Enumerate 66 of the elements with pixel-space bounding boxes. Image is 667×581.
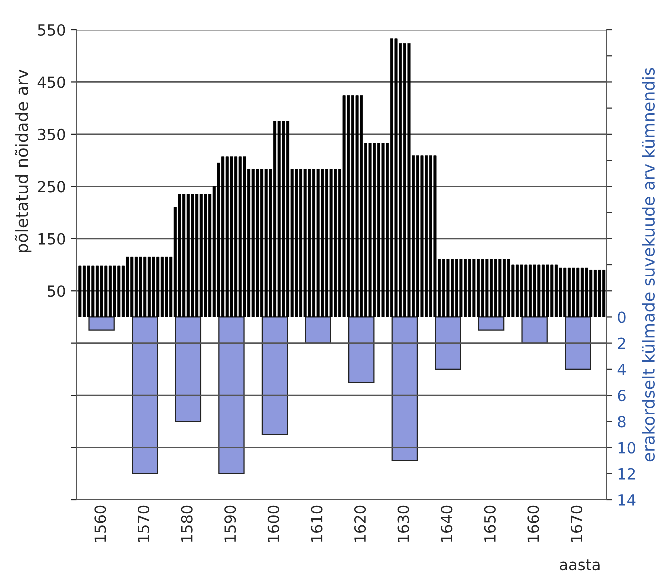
x-tick-label: 1630 xyxy=(398,506,410,542)
bar xyxy=(478,316,505,331)
bar xyxy=(126,256,130,318)
bar xyxy=(218,316,245,474)
y2-tick-label: 14 xyxy=(618,494,636,506)
bar xyxy=(368,143,372,318)
bar xyxy=(408,43,411,318)
bar xyxy=(356,96,359,318)
bar xyxy=(585,268,588,318)
y2-tick-label: 8 xyxy=(618,416,626,428)
bar xyxy=(382,143,385,318)
y2-tick-label: 6 xyxy=(618,390,626,402)
y2-tick-label: 2 xyxy=(618,338,626,350)
y-tick-label: 250 xyxy=(38,181,66,193)
bar xyxy=(82,266,86,318)
bar xyxy=(243,156,246,318)
y2-axis-title: erakordselt külmade suvekuude arv kümnendis xyxy=(642,68,656,462)
bar xyxy=(446,259,450,318)
x-axis-title: aasta xyxy=(560,560,600,571)
bar xyxy=(262,316,288,436)
bar xyxy=(572,268,576,318)
bar xyxy=(230,156,234,318)
y-tick-label: 150 xyxy=(38,233,66,245)
bar xyxy=(392,316,418,462)
y-tick-label: 350 xyxy=(38,128,66,140)
x-tick-label: 1650 xyxy=(484,506,496,542)
bar xyxy=(299,169,303,318)
x-tick-label: 1660 xyxy=(528,506,540,542)
x-tick-label: 1560 xyxy=(94,506,106,542)
y2-tick-label: 10 xyxy=(618,442,636,454)
y2-tick-label: 4 xyxy=(618,364,626,376)
bar xyxy=(516,264,520,318)
x-tick-label: 1610 xyxy=(311,506,323,542)
x-tick-label: 1640 xyxy=(441,506,453,542)
bar xyxy=(175,316,202,422)
y-axis-title: põletatud nõidade arv xyxy=(15,70,32,252)
bar xyxy=(420,156,424,318)
y-tick-label: 50 xyxy=(48,286,66,298)
x-tick-label: 1570 xyxy=(138,506,150,542)
bar xyxy=(598,270,602,318)
bar xyxy=(460,259,463,318)
bar xyxy=(565,316,592,370)
bar xyxy=(165,256,168,318)
bar xyxy=(204,194,208,318)
bar xyxy=(88,316,115,331)
x-tick-label: 1590 xyxy=(224,506,236,542)
y-tick-label: 450 xyxy=(38,76,66,88)
bar xyxy=(305,316,332,344)
bar xyxy=(522,316,548,344)
x-tick-label: 1600 xyxy=(268,506,280,542)
x-tick-label: 1580 xyxy=(181,506,193,542)
bar xyxy=(191,194,194,318)
bar xyxy=(132,316,158,474)
x-tick-label: 1670 xyxy=(571,506,583,542)
bar xyxy=(152,256,156,318)
bar xyxy=(394,38,398,318)
bar xyxy=(348,316,375,384)
bar xyxy=(178,194,182,318)
bar xyxy=(139,256,142,318)
bar xyxy=(435,316,462,370)
y-tick-label: 550 xyxy=(38,24,66,36)
bar xyxy=(434,156,437,318)
y2-tick-label: 12 xyxy=(618,468,636,480)
y2-tick-label: 0 xyxy=(618,312,626,324)
bar xyxy=(78,266,82,318)
x-tick-label: 1620 xyxy=(354,506,366,542)
